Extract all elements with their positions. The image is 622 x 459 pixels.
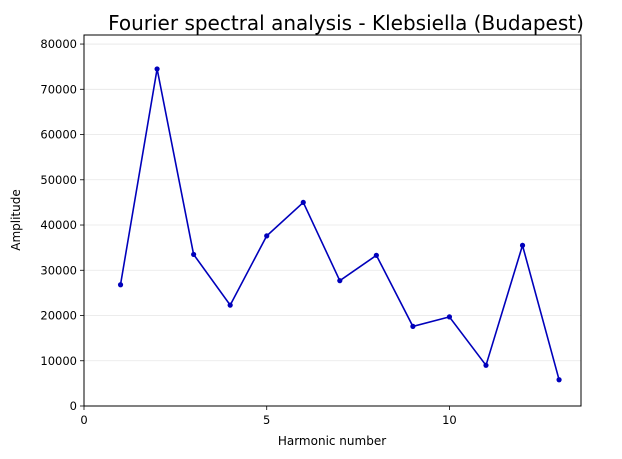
data-point <box>373 252 379 258</box>
grid-lines <box>84 43 581 362</box>
data-point <box>300 199 306 206</box>
data-point <box>410 323 416 329</box>
series-line <box>119 68 560 381</box>
chart-title: Fourier spectral analysis - Klebsiella (… <box>108 11 584 35</box>
data-point <box>191 251 197 258</box>
data-point <box>446 314 453 320</box>
data-point <box>154 66 160 72</box>
data-point <box>519 242 526 248</box>
y-tick-label: 70000 <box>40 82 77 96</box>
data-point <box>264 233 270 239</box>
data-point <box>227 302 233 308</box>
x-axis-label: Harmonic number <box>278 434 386 448</box>
series-layer <box>117 66 562 383</box>
data-point <box>117 282 124 288</box>
data-point <box>556 377 562 383</box>
y-tick-label: 20000 <box>40 309 77 323</box>
y-tick-label: 30000 <box>40 263 77 277</box>
x-tick-label: 5 <box>263 413 270 427</box>
y-tick-label: 10000 <box>40 354 77 368</box>
y-tick-label: 0 <box>70 399 77 413</box>
x-tick-label: 0 <box>80 413 87 427</box>
x-tick-label: 10 <box>442 413 457 427</box>
y-axis-label: Amplitude <box>9 189 23 251</box>
y-tick-label: 80000 <box>40 37 77 51</box>
y-tick-label: 40000 <box>40 218 77 232</box>
y-axis: 0 10000 20000 30000 40000 50000 60000 70000 8000… <box>40 37 84 413</box>
data-point <box>337 278 343 284</box>
y-tick-label: 50000 <box>40 173 77 187</box>
data-point <box>483 362 489 368</box>
plot-area <box>83 34 582 407</box>
y-tick-label: 60000 <box>40 128 77 142</box>
x-axis: 0 5 10 <box>80 406 457 427</box>
